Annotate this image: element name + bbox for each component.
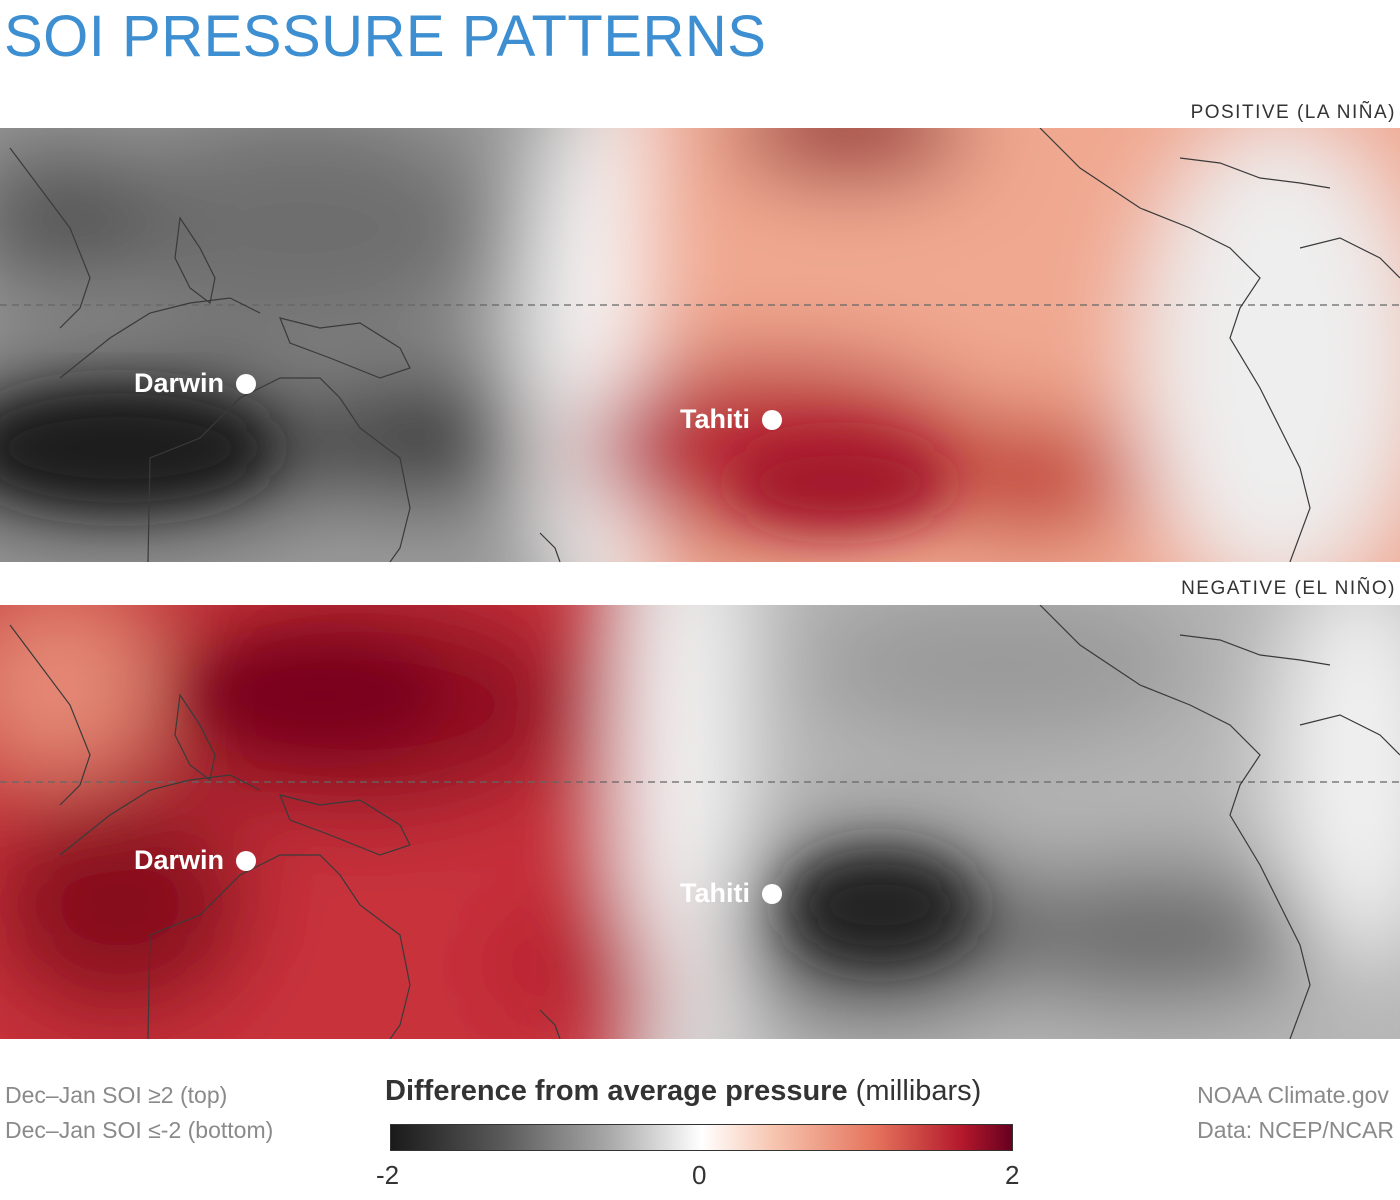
coastlines — [9, 128, 1400, 562]
legend-color-bar — [390, 1124, 1013, 1151]
panel-label-negative: NEGATIVE (EL NIÑO) — [1181, 578, 1396, 599]
legend-title-unit: (millibars) — [855, 1075, 982, 1107]
station-tahiti-bottom: Tahiti — [680, 878, 782, 909]
station-tahiti-top: Tahiti — [680, 404, 782, 435]
legend-title-main: Difference from average pressure — [385, 1075, 848, 1107]
map-title: SOI PRESSURE PATTERNS — [4, 4, 767, 69]
footnote-bottom-period: Dec–Jan SOI ≤-2 (bottom) — [5, 1117, 274, 1143]
legend-tick-max: 2 — [1005, 1160, 1020, 1190]
station-marker — [236, 373, 257, 394]
legend-tick-zero: 0 — [692, 1160, 707, 1190]
station-marker — [762, 883, 782, 904]
station-label-darwin: Darwin — [134, 845, 225, 875]
station-marker — [762, 409, 782, 430]
map-panel-positive — [0, 128, 1400, 562]
station-marker — [236, 850, 257, 871]
credits: NOAA Climate.gov Data: NCEP/NCAR — [1197, 1078, 1394, 1148]
station-label-darwin: Darwin — [134, 368, 225, 398]
legend-title: Difference from average pressure (millib… — [385, 1075, 981, 1108]
footnote-top-period: Dec–Jan SOI ≥2 (top) — [5, 1082, 228, 1108]
station-label-tahiti: Tahiti — [680, 404, 750, 434]
station-darwin-bottom: Darwin — [134, 845, 257, 876]
station-darwin-top: Darwin — [134, 368, 257, 399]
coastlines — [9, 605, 1400, 1039]
credit-source: NOAA Climate.gov — [1197, 1082, 1389, 1108]
station-label-tahiti: Tahiti — [680, 878, 750, 908]
footnote-left: Dec–Jan SOI ≥2 (top) Dec–Jan SOI ≤-2 (bo… — [5, 1078, 273, 1148]
legend-tick-min: -2 — [376, 1160, 400, 1190]
pressure-map-positive — [0, 128, 1400, 562]
map-panel-negative — [0, 605, 1400, 1039]
pressure-map-negative — [0, 605, 1400, 1039]
panel-label-positive: POSITIVE (LA NIÑA) — [1190, 102, 1396, 123]
credit-data: Data: NCEP/NCAR — [1197, 1117, 1394, 1143]
